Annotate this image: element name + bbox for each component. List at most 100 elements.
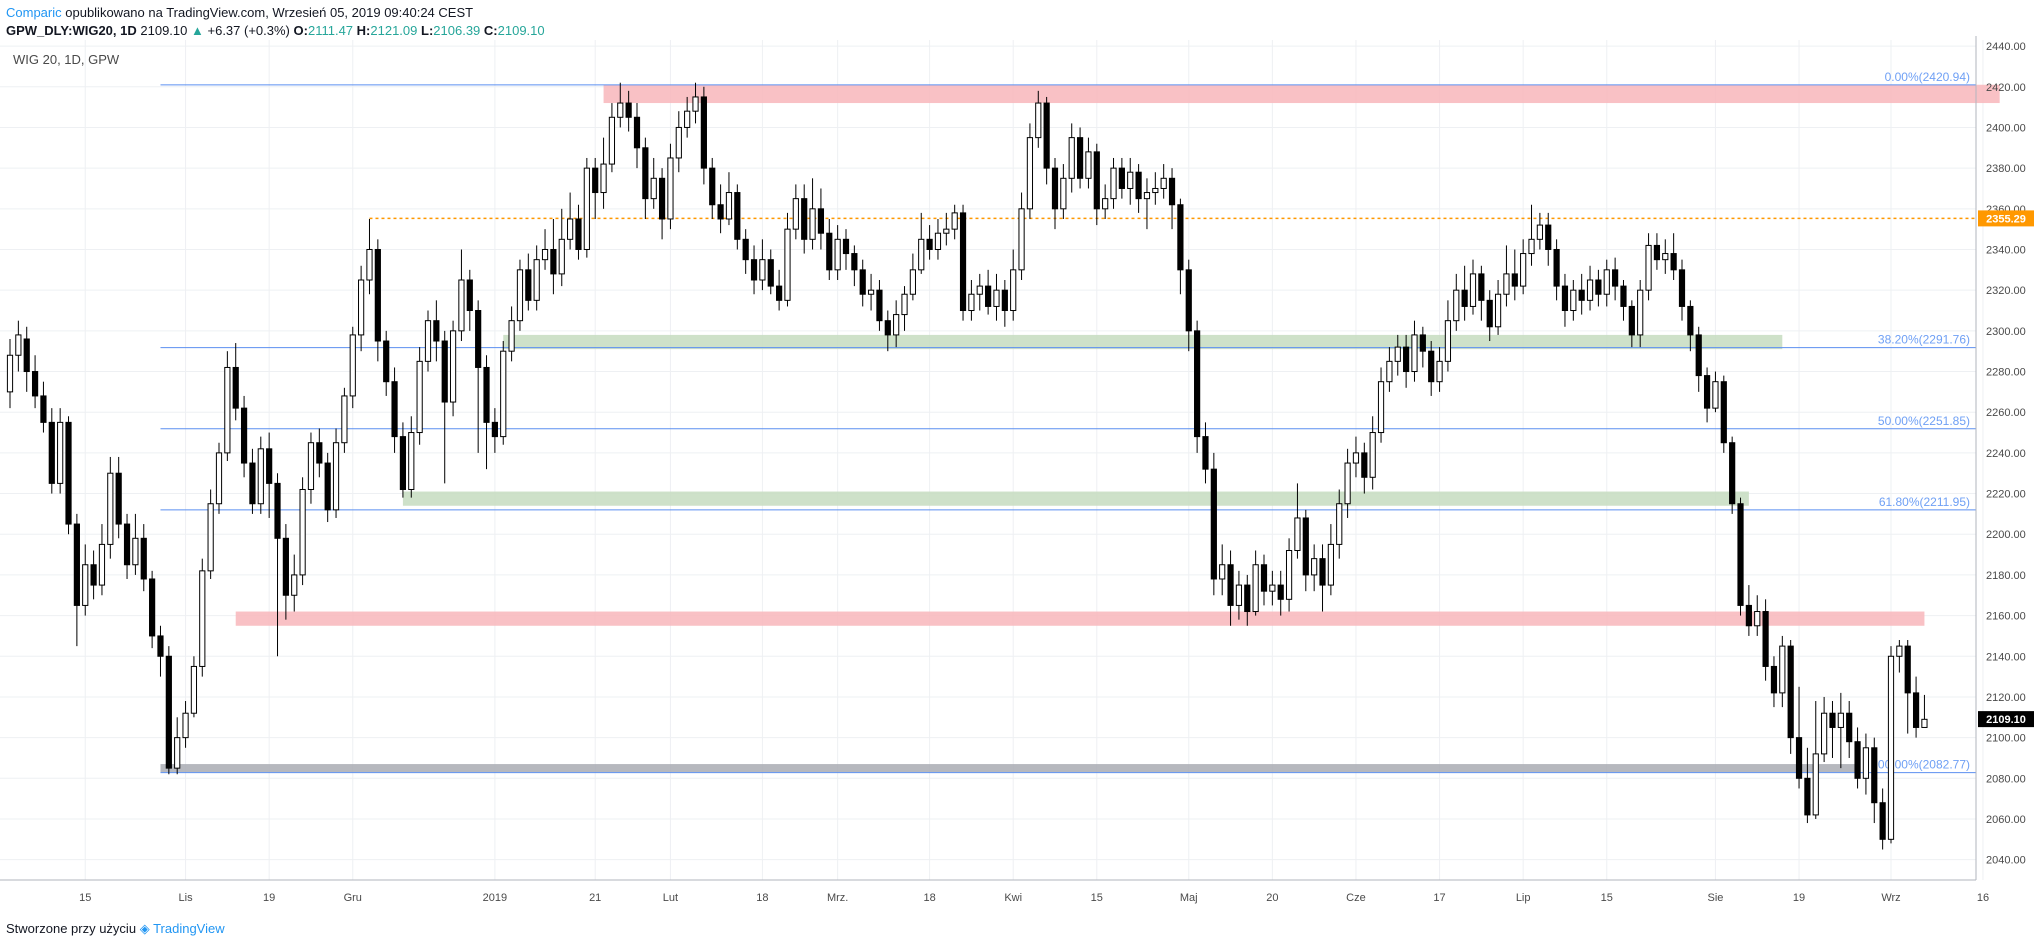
candle	[1018, 192, 1025, 280]
candle-up	[57, 421, 64, 484]
fib-label: 50.00%(2251.85)	[1878, 414, 1970, 428]
candle	[165, 646, 172, 775]
candle	[98, 524, 106, 596]
candles-layer	[6, 82, 1928, 850]
candle	[750, 245, 758, 295]
candle-down	[1076, 137, 1084, 179]
candle-up	[207, 503, 214, 572]
candle-down	[1135, 171, 1142, 200]
candle	[1093, 143, 1100, 226]
candle	[734, 184, 741, 250]
candle	[491, 408, 498, 453]
y-tick-label: 2140.00	[1986, 651, 2026, 663]
candle-down	[1678, 269, 1686, 307]
candle	[73, 513, 80, 647]
candle	[1503, 245, 1510, 307]
x-tick-label: 16	[1977, 892, 1989, 904]
candle-up	[976, 285, 983, 295]
candle-down	[592, 167, 599, 194]
candle	[934, 218, 942, 260]
fib-label: 0.00%(2420.94)	[1885, 70, 1970, 84]
candle-up	[867, 289, 875, 295]
candle	[1720, 375, 1727, 453]
candle	[115, 456, 122, 539]
candle-up	[1010, 269, 1017, 312]
support-zone	[503, 334, 1783, 350]
candle	[684, 96, 691, 138]
author-link[interactable]: Comparic	[6, 5, 62, 20]
candle-up	[1754, 611, 1761, 627]
candle-up	[650, 177, 657, 200]
candle	[709, 157, 716, 219]
candle-down	[391, 381, 398, 438]
candle-up	[1294, 517, 1301, 552]
candle-down	[441, 340, 448, 403]
candle	[541, 229, 549, 270]
candle-down	[1871, 747, 1878, 804]
candle-up	[1862, 747, 1870, 779]
candle-up	[6, 354, 14, 393]
candle-down	[1319, 558, 1326, 586]
candle-up	[408, 432, 415, 490]
candle-up	[366, 248, 373, 281]
candle	[1787, 640, 1794, 754]
candle-up	[608, 116, 616, 165]
x-tick-label: 18	[923, 892, 935, 904]
candle	[1428, 341, 1435, 396]
candle	[508, 306, 515, 362]
candle	[182, 701, 189, 748]
candle	[1436, 347, 1443, 392]
candle-up	[1645, 244, 1652, 291]
y-tick-label: 2420.00	[1986, 82, 2026, 94]
candle	[1219, 544, 1226, 596]
candle-up	[1528, 238, 1535, 255]
candle	[617, 82, 624, 128]
candle-up	[349, 334, 356, 397]
candle	[1260, 554, 1268, 606]
candle-down	[1486, 299, 1493, 328]
x-tick-label: 19	[263, 892, 275, 904]
candle	[1060, 164, 1067, 219]
candle	[324, 452, 331, 523]
candle-up	[182, 712, 189, 739]
candle-up	[1127, 171, 1134, 189]
candle-up	[617, 102, 624, 118]
candle	[1377, 367, 1385, 443]
candle-up	[98, 543, 106, 586]
candle	[1712, 371, 1719, 413]
candle	[959, 204, 967, 321]
candle	[1762, 599, 1769, 681]
fib-label: 61.80%(2211.95)	[1879, 495, 1970, 509]
candle	[1595, 269, 1602, 307]
candle-up	[1352, 452, 1360, 464]
candle	[1444, 300, 1452, 372]
x-tick-label: 15	[1091, 892, 1103, 904]
candle-down	[642, 147, 649, 200]
candle-up	[1503, 273, 1510, 295]
candle-up	[725, 192, 733, 220]
candle-down	[1720, 381, 1727, 444]
candle	[667, 143, 674, 230]
candle-down	[1244, 584, 1251, 613]
candle	[316, 428, 323, 478]
chart-title: WIG 20, 1D, GPW	[13, 52, 120, 67]
candle-down	[1829, 712, 1836, 728]
candle-up	[1837, 712, 1844, 728]
x-tick-label: Lut	[663, 892, 678, 904]
candle-up	[1060, 177, 1067, 210]
footer-brand[interactable]: TradingView	[153, 921, 225, 936]
candle-down	[1168, 177, 1176, 206]
candle-down	[734, 192, 741, 240]
candle	[867, 273, 875, 311]
ohlc-line: GPW_DLY:WIG20, 1D 2109.10 ▲ +6.37 (+0.3%…	[6, 22, 545, 40]
candle	[1386, 347, 1393, 392]
candle	[475, 300, 482, 453]
candle-down	[1511, 273, 1518, 287]
candle-up	[1386, 360, 1393, 383]
candle-down	[1804, 777, 1811, 816]
x-tick-label: 2019	[483, 892, 507, 904]
candle	[341, 387, 348, 453]
x-tick-label: 18	[756, 892, 768, 904]
candle-down	[157, 635, 164, 657]
